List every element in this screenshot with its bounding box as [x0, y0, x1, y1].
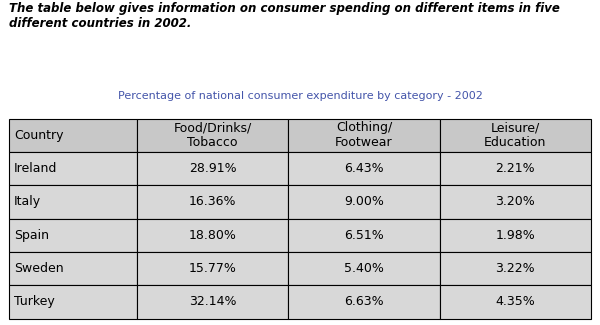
Text: 32.14%: 32.14%: [189, 295, 236, 308]
Text: 9.00%: 9.00%: [344, 195, 384, 208]
Text: Sweden: Sweden: [14, 262, 64, 275]
Text: Food/Drinks/
Tobacco: Food/Drinks/ Tobacco: [173, 121, 252, 149]
Text: The table below gives information on consumer spending on different items in fiv: The table below gives information on con…: [9, 2, 560, 30]
Text: Clothing/
Footwear: Clothing/ Footwear: [335, 121, 393, 149]
Text: Ireland: Ireland: [14, 162, 57, 175]
Text: Country: Country: [14, 129, 64, 142]
Text: 3.22%: 3.22%: [496, 262, 535, 275]
Text: 6.63%: 6.63%: [344, 295, 384, 308]
Text: 4.35%: 4.35%: [496, 295, 535, 308]
Text: 2.21%: 2.21%: [496, 162, 535, 175]
Text: 6.51%: 6.51%: [344, 229, 384, 242]
Text: Leisure/
Education: Leisure/ Education: [484, 121, 547, 149]
Text: 1.98%: 1.98%: [496, 229, 535, 242]
Text: 3.20%: 3.20%: [496, 195, 535, 208]
Text: Turkey: Turkey: [14, 295, 55, 308]
Text: Percentage of national consumer expenditure by category - 2002: Percentage of national consumer expendit…: [118, 91, 482, 101]
Text: 5.40%: 5.40%: [344, 262, 384, 275]
Text: 15.77%: 15.77%: [189, 262, 236, 275]
Text: 16.36%: 16.36%: [189, 195, 236, 208]
Text: Italy: Italy: [14, 195, 41, 208]
Text: 18.80%: 18.80%: [189, 229, 236, 242]
Text: 6.43%: 6.43%: [344, 162, 384, 175]
Text: Spain: Spain: [14, 229, 49, 242]
Text: 28.91%: 28.91%: [189, 162, 236, 175]
